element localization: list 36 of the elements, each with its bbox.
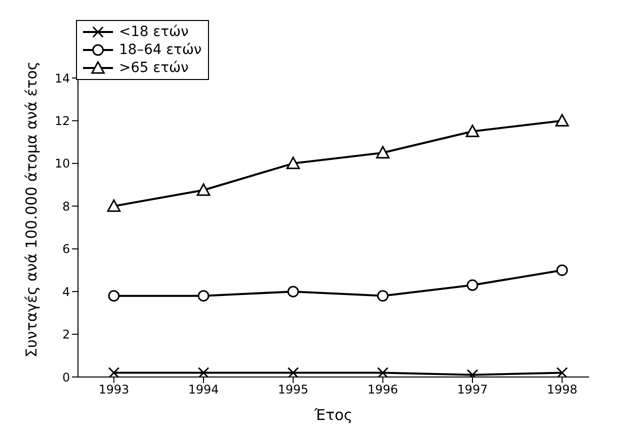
point	[196, 183, 210, 196]
point	[556, 264, 568, 276]
point	[555, 114, 569, 126]
point	[198, 290, 210, 302]
y-tick-label: 14	[54, 71, 70, 86]
y-tick-label: 0	[62, 370, 70, 384]
y-tick-label: 8	[62, 199, 70, 214]
point	[377, 366, 389, 377]
y-tick-label: 12	[54, 114, 70, 128]
x-axis-title: Έτος	[313, 406, 353, 424]
point	[466, 279, 478, 291]
point	[108, 290, 120, 302]
x-tick-label: 1996	[368, 382, 398, 397]
point	[108, 366, 120, 377]
y-axis-title: Συνταγές ανά 100.000 άτομα ανά έτος	[22, 61, 40, 358]
point	[286, 156, 300, 170]
x-tick-label: 1998	[546, 382, 578, 397]
y-tick-label: 10	[54, 156, 70, 171]
point	[377, 290, 389, 302]
legend-label: >65 ετών	[119, 59, 189, 77]
legend-label: 18–64 ετών	[119, 41, 202, 59]
point	[556, 366, 568, 377]
y-tick-label: 2	[62, 328, 70, 342]
x-tick-label: 1993	[98, 382, 130, 397]
x-tick-label: 1995	[278, 382, 308, 397]
x-tick-label: 1994	[188, 382, 219, 397]
legend-label: <18 ετών	[119, 23, 189, 41]
point	[107, 199, 121, 212]
point	[376, 146, 390, 158]
point	[287, 366, 299, 377]
point	[466, 124, 480, 138]
point	[287, 286, 299, 298]
y-tick-label: 6	[62, 242, 70, 256]
y-tick-label: 4	[62, 284, 70, 299]
x-tick-label: 1997	[457, 382, 488, 397]
point	[198, 366, 210, 377]
